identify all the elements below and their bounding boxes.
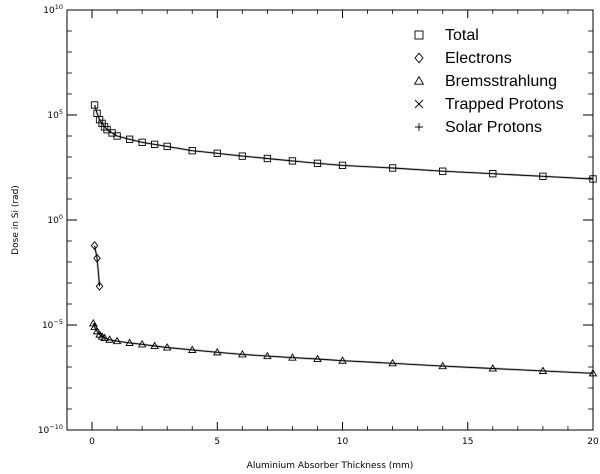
electrons-point — [90, 241, 99, 251]
total-point — [125, 135, 134, 143]
bremsstrahlung-point — [212, 347, 222, 356]
total-point — [113, 132, 121, 140]
bremsstrahlung-point — [112, 336, 122, 345]
bremsstrahlung-point — [90, 322, 99, 331]
legend-trapped-protons-symbol — [414, 99, 424, 109]
total-point — [439, 167, 447, 175]
total-line — [94, 104, 594, 180]
legend-total-label: Total — [445, 27, 479, 44]
total-point — [263, 154, 272, 163]
y-tick-label: 10−10 — [38, 423, 63, 436]
bremsstrahlung-point — [187, 345, 197, 353]
bremsstrahlung-point — [137, 339, 147, 348]
y-tick-label: 1010 — [43, 3, 63, 16]
bremsstrahlung-point — [162, 343, 172, 351]
x-axis-title: Aluminium Absorber Thickness (mm) — [247, 461, 414, 471]
legend: Total Electrons Bremsstrahlung Trapped Prot… — [413, 27, 564, 136]
x-tick-label: 15 — [462, 437, 473, 447]
legend-trapped-protons-label: Trapped Protons — [445, 96, 564, 113]
total-point — [213, 149, 221, 157]
total-point — [95, 116, 104, 124]
bremsstrahlung-point — [150, 341, 159, 350]
bremsstrahlung-point — [388, 358, 397, 367]
total-point — [188, 147, 196, 155]
bremsstrahlung-point — [338, 356, 347, 364]
y-axis-title: Dose in Si (rad) — [11, 185, 21, 255]
y-axis: 10−10 10−5 100 105 1010 — [38, 3, 593, 436]
x-axis: 0 5 10 15 20 — [89, 10, 599, 447]
x-tick-label: 10 — [337, 437, 349, 447]
legend-solar-protons-symbol — [415, 123, 423, 131]
bremsstrahlung-point — [288, 353, 297, 361]
electrons-point — [93, 253, 101, 263]
total-point — [313, 159, 322, 167]
electrons-point — [95, 281, 104, 291]
bremsstrahlung-point — [488, 364, 498, 372]
bremsstrahlung-point — [438, 361, 448, 370]
bremsstrahlung-point — [263, 351, 272, 360]
bremsstrahlung-point — [538, 366, 548, 374]
x-tick-label: 20 — [587, 437, 599, 447]
bremsstrahlung-point — [313, 354, 322, 363]
total-point — [90, 101, 99, 109]
total-point — [288, 157, 297, 165]
legend-total-symbol — [414, 30, 424, 40]
total-point — [100, 123, 109, 131]
bremsstrahlung-point — [238, 349, 247, 358]
y-tick-label: 10−5 — [42, 318, 63, 331]
y-tick-label: 105 — [47, 108, 63, 121]
total-point — [151, 140, 159, 149]
bremsstrahlung-point — [125, 338, 134, 346]
legend-bremsstrahlung-label: Bremsstrahlung — [445, 73, 557, 90]
electrons-line — [94, 245, 101, 287]
series-markers — [88, 101, 598, 377]
legend-electrons-label: Electrons — [445, 50, 512, 67]
bremsstrahlung-point — [100, 333, 109, 342]
bremsstrahlung-line-halo — [92, 322, 594, 375]
total-line-halo — [93, 104, 594, 181]
bremsstrahlung-point — [92, 326, 102, 335]
bremsstrahlung-line — [92, 323, 594, 374]
legend-bremsstrahlung-symbol — [413, 75, 425, 85]
total-point — [539, 172, 547, 180]
total-point — [338, 161, 347, 170]
legend-electrons-symbol — [414, 52, 424, 64]
x-tick-label: 5 — [214, 437, 220, 447]
y-tick-label: 100 — [47, 213, 63, 226]
total-point — [388, 164, 397, 172]
total-point — [138, 138, 146, 146]
series-lines — [92, 104, 594, 375]
total-point — [489, 170, 497, 178]
legend-solar-protons-label: Solar Protons — [445, 119, 542, 136]
bremsstrahlung-point — [105, 335, 114, 343]
total-point — [163, 142, 171, 151]
x-tick-label: 0 — [89, 437, 95, 447]
total-point — [238, 152, 246, 160]
